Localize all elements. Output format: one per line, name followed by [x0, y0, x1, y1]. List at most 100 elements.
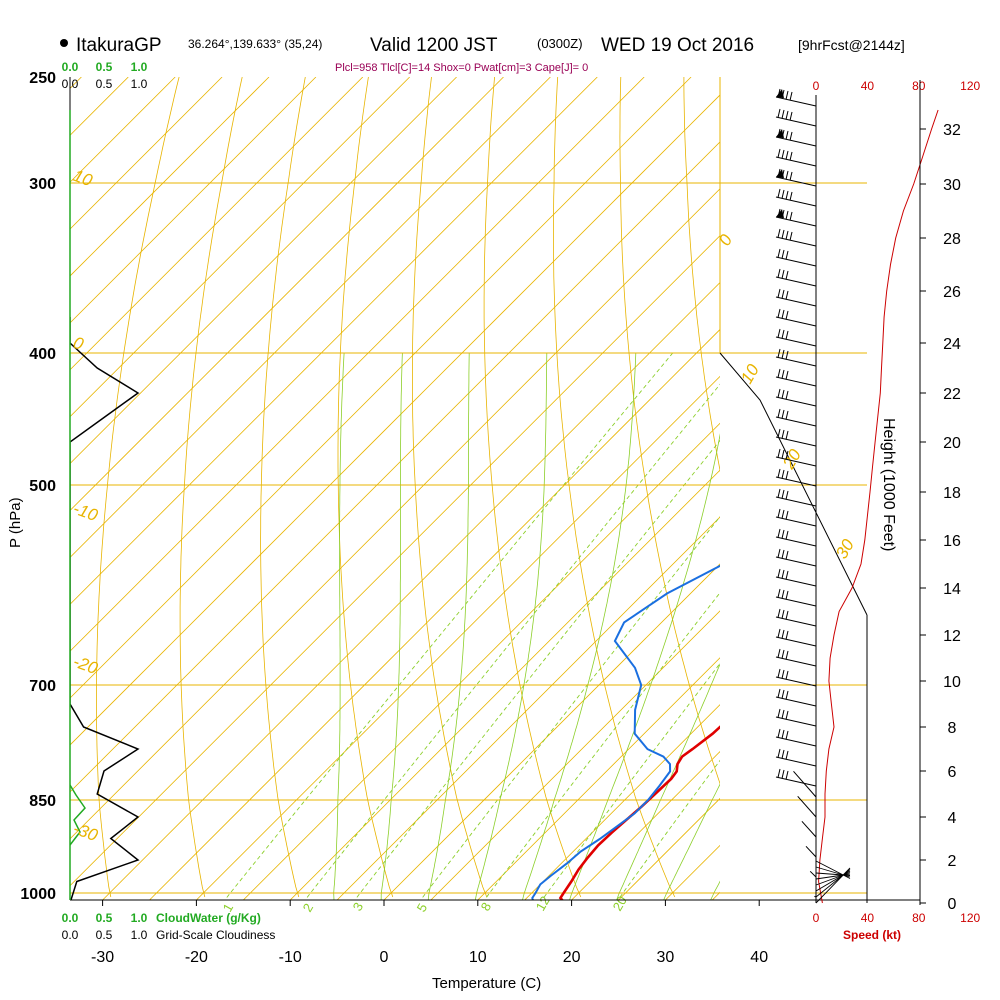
height-tick-label: 4 [948, 810, 957, 827]
mixing-ratio-label: 5 [414, 901, 431, 915]
wind-barb [775, 748, 817, 767]
barb-feather [785, 550, 789, 560]
barb-feather [781, 109, 785, 119]
barb-feather [781, 669, 785, 679]
barb-staff [775, 496, 817, 507]
plot-cut-edge [719, 352, 868, 616]
mixing-ratio-line [420, 515, 720, 900]
pressure-tick-label: 500 [29, 478, 56, 495]
temperature-tick-label: 30 [657, 949, 675, 966]
mixing-ratio-line [541, 662, 720, 900]
cloudiness-profile [70, 317, 140, 900]
wind-barb [775, 488, 817, 507]
barb-feather [785, 250, 789, 260]
wind-speed-line [818, 109, 939, 904]
barb-staff [775, 156, 817, 167]
barb-staff [775, 356, 817, 367]
forecast-info: [9hrFcst@2144z] [798, 37, 905, 53]
barb-staff [775, 296, 817, 307]
barb-feather [785, 670, 789, 680]
wind-barb [775, 508, 817, 527]
barb-feather [777, 368, 781, 378]
barb-feather [777, 188, 781, 198]
height-tick-label: 6 [948, 764, 957, 781]
barb-feather [777, 448, 781, 458]
wind-barb [775, 188, 817, 207]
wind-barb [775, 568, 817, 587]
barb-feather [777, 248, 781, 258]
isotherm-line [70, 77, 598, 605]
barb-feather [777, 728, 781, 738]
barb-staff [775, 336, 817, 347]
barb-feather [781, 329, 785, 339]
isotherm-line [70, 77, 317, 324]
wind-barb [775, 328, 817, 347]
cloudwater-tick-bottom: 0.5 [96, 911, 113, 925]
barb-feather [781, 549, 785, 559]
wind-barb [775, 608, 817, 627]
isotherm-line [70, 77, 410, 418]
barb-feather [781, 349, 785, 359]
barb-feather [777, 528, 781, 538]
barb-feather [781, 709, 785, 719]
isotherm-line [383, 563, 720, 900]
barb-feather [777, 548, 781, 558]
barb-feather [789, 191, 793, 201]
barb-feather [785, 750, 789, 760]
isotherm-line [243, 422, 720, 900]
barb-feather [785, 490, 789, 500]
dry-adiabat-line [619, 77, 720, 785]
barb-feather [777, 768, 781, 778]
surface-temperature-point [564, 900, 572, 908]
barb-staff [801, 820, 817, 838]
height-tick-label: 26 [943, 284, 961, 301]
barb-feather [781, 589, 785, 599]
dry-adiabat-line [553, 77, 676, 898]
barb-feather [785, 390, 789, 400]
isotherm-line [477, 657, 720, 900]
isotherm-label: -30 [71, 819, 101, 845]
moist-adiabat-line [333, 352, 345, 900]
isotherm-label: 20 [779, 446, 806, 473]
barb-feather [777, 628, 781, 638]
wind-barb [775, 148, 817, 167]
barb-feather [785, 350, 789, 360]
mixing-ratio-line [617, 759, 720, 900]
stability-indices: Plcl=958 Tlcl[C]=14 Shox=0 Pwat[cm]=3 Ca… [335, 62, 588, 74]
cloudiness-tick-top: 0.5 [96, 77, 113, 91]
barb-feather [789, 171, 793, 181]
speed-tick-top: 40 [861, 79, 875, 93]
dry-adiabat-line [810, 77, 1000, 897]
barb-feather [781, 689, 785, 699]
barb-staff [775, 256, 817, 267]
speed-tick-top: 80 [912, 79, 926, 93]
barb-feather [789, 111, 793, 121]
valid-time: Valid 1200 JST [370, 35, 498, 56]
temperature-tick-label: -10 [279, 949, 302, 966]
height-tick-label: 14 [943, 581, 961, 598]
barb-feather [781, 469, 785, 479]
cloudiness-tick-bottom: 0.5 [96, 928, 113, 942]
barb-staff [775, 536, 817, 547]
mixing-ratio-lines [224, 352, 720, 900]
barb-feather [781, 249, 785, 259]
isotherm-line [70, 77, 176, 183]
barb-staff [815, 860, 851, 879]
barb-staff [775, 136, 817, 147]
barb-staff [797, 795, 817, 818]
wind-barb [775, 688, 817, 707]
barb-feather [785, 450, 789, 460]
barb-feather [785, 310, 789, 320]
barb-feather [781, 529, 785, 539]
isotherm-line [102, 282, 720, 900]
moist-adiabat-line [522, 352, 637, 900]
wind-barb [775, 668, 817, 687]
mixing-ratio-line [304, 383, 720, 900]
isotherm-label: 30 [832, 536, 858, 562]
temperature-line [558, 725, 720, 900]
barb-pennant [776, 209, 784, 218]
wind-barb [775, 628, 817, 647]
isotherm-line [70, 77, 364, 371]
barb-feather [785, 190, 789, 200]
